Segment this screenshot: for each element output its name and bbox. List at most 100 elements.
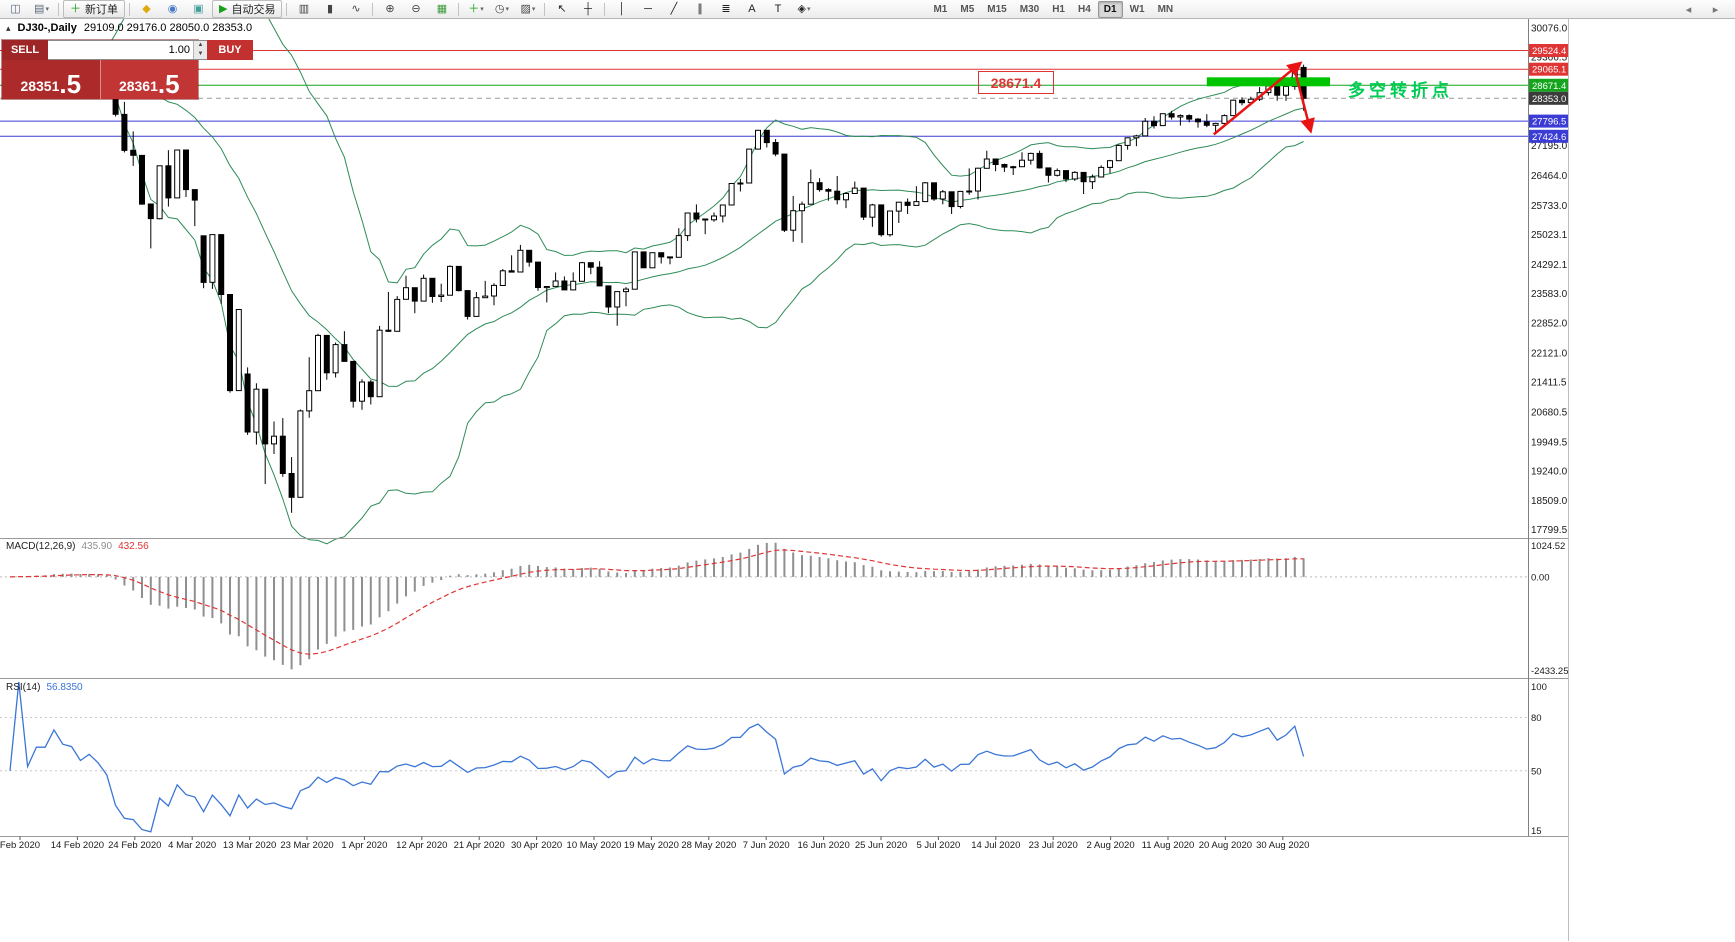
candle bbox=[288, 457, 295, 513]
candle bbox=[279, 418, 286, 477]
text-icon-glyph: A bbox=[748, 2, 756, 15]
chart-shift-icon[interactable]: ▸ bbox=[1712, 3, 1719, 16]
volume-increase-icon[interactable]: ▲ bbox=[194, 41, 207, 50]
sell-price-panel[interactable]: 28351.5 bbox=[2, 60, 100, 99]
timeframe-m15-button[interactable]: M15 bbox=[987, 3, 1007, 15]
toolbar-separator bbox=[58, 2, 59, 16]
candle bbox=[675, 228, 682, 258]
candle bbox=[156, 165, 163, 220]
candle bbox=[614, 291, 621, 326]
new-chart-icon[interactable]: ◫ bbox=[3, 0, 28, 18]
price-level-box-annotation[interactable]: 28671.4 bbox=[978, 71, 1054, 94]
svg-text:80: 80 bbox=[1531, 713, 1542, 724]
candle bbox=[623, 287, 629, 307]
templates-icon[interactable]: ▨ ▾ bbox=[515, 0, 540, 18]
market-watch-icon[interactable]: ◆ bbox=[134, 0, 159, 18]
chart-window-icon: ▴ bbox=[6, 22, 11, 33]
timeframe-h4-button[interactable]: H4 bbox=[1077, 3, 1091, 15]
timeframe-m5-button[interactable]: M5 bbox=[960, 3, 975, 15]
rsi-panel: 100 80 50 15 bbox=[0, 681, 1547, 837]
horizontal-line-icon[interactable]: ─ bbox=[635, 0, 660, 18]
periods-icon[interactable]: ◷ ▾ bbox=[489, 0, 514, 18]
buy-price-frac: .5 bbox=[157, 68, 180, 99]
candlestick-chart-icon[interactable]: ▮ bbox=[317, 0, 342, 18]
data-window-icon[interactable]: ◉ bbox=[160, 0, 185, 18]
sell-button[interactable]: SELL bbox=[2, 40, 48, 60]
autotrading-button[interactable]: ▶ 自动交易 bbox=[212, 0, 283, 18]
candle bbox=[684, 212, 691, 241]
buy-price-panel[interactable]: 28361.5 bbox=[99, 60, 198, 99]
candle bbox=[1177, 114, 1184, 126]
timeframe-w1-button[interactable]: W1 bbox=[1129, 3, 1145, 15]
svg-text:19949.5: 19949.5 bbox=[1531, 437, 1568, 448]
svg-text:27195.0: 27195.0 bbox=[1531, 141, 1568, 152]
zoom-in-icon-glyph: ⊕ bbox=[385, 2, 395, 15]
svg-text:25733.0: 25733.0 bbox=[1531, 201, 1568, 212]
shapes-icon[interactable]: ◈ ▾ bbox=[791, 0, 816, 18]
cursor-icon[interactable]: ↖ bbox=[549, 0, 574, 18]
timeframe-d1-button[interactable]: D1 bbox=[1097, 0, 1123, 18]
volume-input[interactable] bbox=[48, 41, 193, 59]
navigator-icon[interactable]: ▣ bbox=[186, 0, 211, 18]
annotations-layer[interactable] bbox=[1206, 61, 1330, 136]
trendline-icon-glyph: ╱ bbox=[670, 2, 678, 15]
candle bbox=[1124, 137, 1131, 150]
indicators-icon[interactable]: ＋ ▾ bbox=[463, 0, 488, 18]
timeframe-mn-button[interactable]: MN bbox=[1157, 3, 1174, 15]
chart-scroll-icon[interactable]: ◂ bbox=[1685, 3, 1692, 16]
line-chart-icon[interactable]: ∿ bbox=[343, 0, 368, 18]
candle bbox=[209, 234, 216, 289]
volume-decrease-icon[interactable]: ▼ bbox=[194, 50, 207, 59]
candle bbox=[1054, 168, 1061, 177]
candle bbox=[1019, 152, 1025, 168]
channel-icon-glyph: ∥ bbox=[697, 2, 703, 15]
svg-text:12 Apr 2020: 12 Apr 2020 bbox=[396, 840, 447, 851]
svg-text:15: 15 bbox=[1531, 826, 1542, 837]
trendline-icon[interactable]: ╱ bbox=[661, 0, 686, 18]
crosshair-icon[interactable]: ┼ bbox=[575, 0, 600, 18]
vertical-line-icon[interactable]: │ bbox=[609, 0, 634, 18]
turning-point-note-annotation[interactable]: 多空转折点 bbox=[1348, 81, 1453, 100]
profiles-icon[interactable]: ▤ ▾ bbox=[29, 0, 54, 18]
macd-signal-line bbox=[9, 549, 1304, 655]
candle bbox=[227, 294, 233, 393]
periods-dropdown-icon: ▾ bbox=[505, 6, 510, 13]
svg-text:28353.0: 28353.0 bbox=[1532, 94, 1566, 105]
buy-button[interactable]: BUY bbox=[207, 40, 253, 60]
candle bbox=[552, 272, 559, 287]
svg-text:16 Jun 2020: 16 Jun 2020 bbox=[797, 840, 849, 851]
fibonacci-icon[interactable]: ≣ bbox=[713, 0, 738, 18]
tile-windows-icon[interactable]: ▦ bbox=[429, 0, 454, 18]
svg-text:14 Feb 2020: 14 Feb 2020 bbox=[51, 840, 104, 851]
svg-text:23 Mar 2020: 23 Mar 2020 bbox=[280, 840, 333, 851]
candle bbox=[816, 178, 823, 192]
svg-text:25023.1: 25023.1 bbox=[1531, 230, 1568, 241]
bar-chart-icon[interactable]: ▥ bbox=[291, 0, 316, 18]
timeframe-h1-button[interactable]: H1 bbox=[1052, 3, 1065, 15]
new-order-button[interactable]: ＋ 新订单 bbox=[63, 0, 125, 18]
periods-icon-glyph: ◷ bbox=[494, 2, 505, 15]
macd-name: MACD(12,26,9) bbox=[6, 541, 76, 552]
candle bbox=[1080, 171, 1087, 194]
timeframe-m1-button[interactable]: M1 bbox=[933, 3, 948, 15]
candle bbox=[939, 190, 946, 205]
candle bbox=[1142, 118, 1149, 137]
zoom-in-icon[interactable]: ⊕ bbox=[377, 0, 402, 18]
candle bbox=[1230, 99, 1237, 117]
candle bbox=[403, 275, 409, 300]
candle bbox=[174, 149, 181, 199]
zoom-out-icon[interactable]: ⊖ bbox=[403, 0, 428, 18]
bollinger-lower-band bbox=[9, 68, 1304, 545]
label-icon[interactable]: T bbox=[765, 0, 790, 18]
chart-symbol-period: DJ30-,Daily bbox=[17, 22, 77, 34]
candle bbox=[1212, 122, 1219, 133]
timeframe-m30-button[interactable]: M30 bbox=[1019, 3, 1040, 15]
candle bbox=[693, 204, 700, 223]
candle bbox=[719, 204, 726, 223]
text-icon[interactable]: A bbox=[739, 0, 764, 18]
candle bbox=[1107, 159, 1113, 174]
channel-icon[interactable]: ∥ bbox=[687, 0, 712, 18]
candle bbox=[658, 252, 665, 264]
candle bbox=[1168, 110, 1175, 120]
